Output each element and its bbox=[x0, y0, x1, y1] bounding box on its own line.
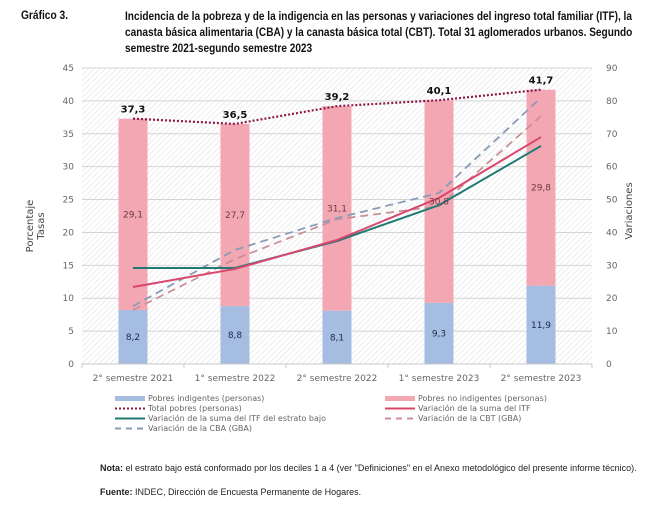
line-variacion-de-la-suma-del-itf bbox=[132, 136, 542, 289]
bar-pobres-indigentes bbox=[424, 302, 454, 364]
chart: 0 5 10 15 20 25 30 35 40 45 0 10 20 30 40 50 60 70 80 90 2° … bbox=[25, 64, 635, 433]
bar-pobres-no-indigentes bbox=[526, 89, 556, 286]
data-label-total-pobres: 39,2 bbox=[325, 92, 350, 103]
legend: Pobres indigentes (personas) Pobres no in… bbox=[115, 394, 547, 433]
axes: 0 5 10 15 20 25 30 35 40 45 0 10 20 30 40 50 60 70 80 90 2° … bbox=[25, 64, 635, 384]
x-tick-label: 2° semestre 2022 bbox=[297, 374, 378, 384]
legend-label: Total pobres (personas) bbox=[147, 404, 242, 413]
left-tick-label: 25 bbox=[63, 196, 74, 206]
bar-pobres-no-indigentes bbox=[322, 106, 352, 311]
legend-item: Variación de la suma del ITF del estrato… bbox=[115, 413, 326, 423]
legend-item: Total pobres (personas) bbox=[115, 404, 242, 413]
data-label-total-pobres: 40,1 bbox=[427, 86, 452, 97]
figure-label: Gráfico 3. bbox=[21, 8, 69, 22]
data-label-no-indigentes: 27,7 bbox=[225, 211, 245, 221]
x-tick-label: 2° semestre 2023 bbox=[501, 374, 582, 384]
data-label-indigentes: 11,9 bbox=[531, 321, 551, 331]
legend-label: Variación de la CBT (GBA) bbox=[418, 413, 521, 423]
data-label-no-indigentes: 29,8 bbox=[531, 184, 551, 194]
right-tick-label: 30 bbox=[606, 261, 618, 271]
legend-item: Pobres no indigentes (personas) bbox=[385, 394, 547, 403]
bar-pobres-indigentes bbox=[118, 310, 148, 364]
left-axis-title: Porcentaje bbox=[25, 200, 36, 253]
x-tick-label: 1° semestre 2023 bbox=[399, 374, 480, 384]
data-labels: 8,2 29,1 8,8 27,7 8,1 31,1 9,3 30,8 11,9 29,8 37,3… bbox=[121, 76, 554, 344]
data-label-indigentes: 9,3 bbox=[432, 329, 446, 339]
right-tick-label: 80 bbox=[606, 97, 618, 107]
legend-label: Variación de la suma del ITF bbox=[418, 403, 531, 413]
data-label-no-indigentes: 31,1 bbox=[327, 204, 347, 214]
data-label-indigentes: 8,8 bbox=[228, 331, 243, 341]
data-label-no-indigentes: 29,1 bbox=[123, 210, 143, 220]
left-tick-label: 20 bbox=[63, 228, 75, 238]
source: Fuente: INDEC, Dirección de Encuesta Per… bbox=[100, 487, 361, 497]
data-label-total-pobres: 37,3 bbox=[121, 105, 146, 116]
left-tick-label: 15 bbox=[63, 261, 74, 271]
legend-label: Pobres indigentes (personas) bbox=[148, 394, 264, 403]
bar-pobres-indigentes bbox=[526, 285, 556, 364]
legend-item: Variación de la CBA (GBA) bbox=[115, 423, 252, 433]
line-variacion-de-la-cbt-gba bbox=[132, 115, 542, 311]
data-label-no-indigentes: 30,8 bbox=[429, 198, 449, 208]
x-tick-label: 2° semestre 2021 bbox=[93, 374, 174, 384]
right-tick-label: 0 bbox=[606, 360, 612, 370]
right-axis-title: Variaciones bbox=[624, 182, 635, 239]
legend-item: Pobres indigentes (personas) bbox=[115, 394, 264, 403]
data-label-indigentes: 8,1 bbox=[330, 333, 344, 343]
left-tick-label: 35 bbox=[63, 130, 74, 140]
note-label: Nota: bbox=[100, 463, 123, 473]
left-tick-label: 0 bbox=[68, 360, 74, 370]
right-tick-label: 60 bbox=[606, 163, 618, 173]
bar-pobres-indigentes bbox=[322, 310, 352, 364]
left-axis-subtitle: Tasas bbox=[36, 212, 47, 240]
line-total-pobres-personas bbox=[132, 88, 542, 126]
legend-item: Variación de la suma del ITF bbox=[385, 403, 531, 413]
legend-swatch bbox=[115, 396, 145, 401]
note-text: el estrato bajo está conformado por los … bbox=[123, 463, 637, 473]
x-tick-label: 1° semestre 2022 bbox=[195, 374, 276, 384]
right-tick-label: 70 bbox=[606, 130, 618, 140]
legend-label: Variación de la CBA (GBA) bbox=[148, 423, 252, 433]
source-text: INDEC, Dirección de Encuesta Permanente … bbox=[132, 487, 362, 497]
right-tick-label: 40 bbox=[606, 228, 618, 238]
left-tick-label: 10 bbox=[63, 294, 75, 304]
source-label: Fuente: bbox=[100, 487, 133, 497]
figure-title: Incidencia de la pobreza y de la indigen… bbox=[125, 9, 633, 55]
right-tick-label: 90 bbox=[606, 64, 618, 74]
lines bbox=[132, 88, 542, 311]
left-tick-label: 45 bbox=[63, 64, 74, 74]
bar-pobres-indigentes bbox=[220, 306, 250, 364]
legend-item: Variación de la CBT (GBA) bbox=[385, 413, 521, 423]
bar-pobres-no-indigentes bbox=[220, 123, 250, 307]
right-tick-label: 10 bbox=[606, 327, 618, 337]
left-tick-label: 5 bbox=[68, 327, 74, 337]
right-tick-label: 50 bbox=[606, 196, 618, 206]
data-label-total-pobres: 36,5 bbox=[223, 110, 248, 121]
legend-label: Variación de la suma del ITF del estrato… bbox=[148, 413, 326, 423]
bars bbox=[118, 89, 556, 364]
right-tick-label: 20 bbox=[606, 294, 618, 304]
legend-label: Pobres no indigentes (personas) bbox=[418, 394, 547, 403]
bar-pobres-no-indigentes bbox=[118, 118, 148, 311]
data-label-indigentes: 8,2 bbox=[126, 333, 140, 343]
left-tick-label: 30 bbox=[63, 163, 75, 173]
legend-swatch bbox=[385, 396, 415, 401]
line-variacion-de-la-cba-gba bbox=[132, 96, 542, 307]
left-tick-label: 40 bbox=[63, 97, 75, 107]
note: Nota: el estrato bajo está conformado po… bbox=[100, 462, 659, 474]
data-label-total-pobres: 41,7 bbox=[529, 76, 554, 87]
